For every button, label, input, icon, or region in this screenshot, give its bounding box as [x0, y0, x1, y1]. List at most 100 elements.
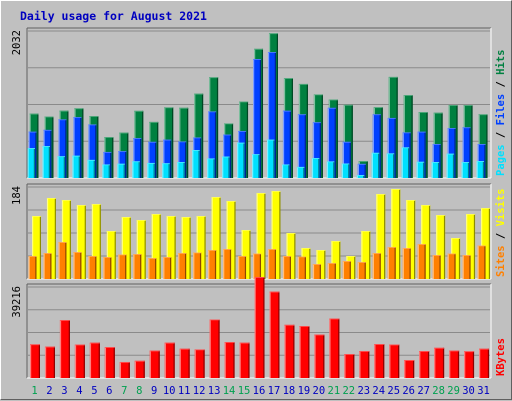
bar-visits-day-14-top-edge: [226, 201, 236, 202]
bar-sites-day-31-highlight: [477, 245, 479, 279]
bar-files-day-19: [297, 114, 306, 178]
bar-files-day-10-highlight: [163, 139, 165, 178]
bar-kbytes-day-10-top-edge: [164, 342, 175, 344]
bar-sites-day-30-body: [462, 255, 471, 279]
bar-files-day-10: [163, 139, 172, 178]
bar-sites-day-20: [312, 264, 321, 279]
bar-visits-day-9-body: [151, 214, 161, 279]
bar-kbytes-day-26-highlight: [404, 360, 406, 378]
bar-files-day-5-body: [88, 124, 97, 178]
bar-visits-day-21-top-edge: [331, 241, 341, 242]
bar-kbytes-day-8: [134, 360, 145, 378]
bar-visits-day-4-body: [76, 205, 86, 279]
bar-pages-day-17-highlight: [266, 139, 269, 178]
bar-pages-day-12: [192, 150, 200, 178]
bar-pages-day-1-shadow: [33, 148, 35, 178]
bar-pages-day-7-shadow: [123, 163, 125, 178]
bar-visits-day-2-shadow: [54, 198, 56, 279]
bar-kbytes-day-13-highlight: [209, 319, 211, 378]
bar-hits-day-20-top-edge: [313, 94, 323, 96]
bar-pages-day-4-body: [72, 155, 80, 178]
bar-hits-day-18-top-edge: [283, 78, 293, 79]
bar-visits-day-17-body: [271, 191, 281, 279]
bar-files-day-26-shadow: [409, 132, 411, 178]
bar-hits-day-28-shadow: [441, 112, 443, 178]
bar-kbytes-day-14: [224, 342, 235, 378]
bar-visits-day-3-highlight: [61, 200, 64, 279]
bar-visits-day-28: [436, 215, 446, 279]
bar-visits-day-20-top-edge: [316, 250, 326, 251]
bar-sites-day-12: [193, 252, 202, 279]
bar-visits-day-22-top-edge: [346, 256, 356, 257]
bar-pages-day-22-top-edge: [341, 163, 350, 165]
x-tick-label: 22: [342, 385, 355, 397]
bar-files-day-8: [133, 138, 142, 178]
bar-pages-day-2: [42, 146, 50, 178]
bar-kbytes-day-5-shadow: [98, 342, 100, 378]
bar-sites-day-15-body: [238, 256, 247, 279]
bar-pages-day-21-shadow: [333, 161, 335, 178]
panel-axis-label: Pages / Files / Hits: [495, 50, 507, 176]
bar-kbytes-day-18: [284, 324, 295, 378]
panel-max-label: 39216: [11, 286, 23, 318]
bar-files-day-3-top-edge: [58, 119, 67, 121]
bar-files-day-16-body: [253, 58, 262, 179]
bar-hits-day-30-top-edge: [463, 105, 473, 106]
bar-pages-day-28: [431, 162, 440, 178]
bar-visits-day-30-highlight: [466, 214, 468, 279]
bar-pages-day-13-top-edge: [207, 158, 215, 160]
bar-visits-day-23-top-edge: [361, 231, 371, 232]
bar-pages-day-10-highlight: [162, 163, 164, 178]
bar-hits-day-2-top-edge: [44, 116, 54, 118]
x-tick-label: 14: [223, 385, 236, 397]
bar-kbytes-day-28: [434, 347, 445, 378]
x-tick-label: 25: [387, 385, 400, 397]
bar-hits-day-20-shadow: [321, 94, 323, 178]
bar-sites-day-15-shadow: [244, 256, 247, 279]
bar-sites-day-9-body: [148, 258, 157, 279]
bar-visits-day-21-shadow: [339, 241, 341, 279]
bar-kbytes-day-16-shadow: [263, 277, 265, 378]
bar-kbytes-day-30: [464, 351, 475, 378]
bar-kbytes-day-12-shadow: [203, 349, 205, 378]
bar-sites-day-13-top-edge: [208, 250, 217, 251]
axis-label-separator: /: [495, 75, 507, 94]
bar-visits-day-14-highlight: [226, 201, 228, 279]
bar-hits-day-13-top-edge: [209, 77, 219, 79]
bar-files-day-28: [432, 143, 441, 178]
bar-files-day-18-highlight: [282, 110, 285, 178]
bar-visits-day-16-shadow: [264, 193, 266, 279]
bar-kbytes-day-22-body: [344, 354, 355, 378]
bar-visits-day-26: [406, 200, 416, 279]
bar-pages-day-21-highlight: [326, 161, 329, 178]
bar-visits-day-15: [241, 230, 251, 279]
bar-pages-day-11: [177, 162, 185, 178]
bar-pages-day-17: [266, 139, 275, 178]
bar-sites-day-31-top-edge: [477, 245, 486, 247]
bar-sites-day-21: [327, 263, 336, 279]
bar-visits-day-28-top-edge: [436, 215, 446, 216]
bar-hits-day-23-top-edge: [358, 160, 368, 162]
bar-sites-day-23: [357, 262, 366, 279]
bar-files-day-3-body: [58, 119, 67, 178]
bar-hits-day-6-top-edge: [104, 137, 114, 138]
bar-sites-day-18-shadow: [289, 256, 291, 279]
bar-pages-day-25-body: [386, 153, 395, 178]
bar-visits-day-19-shadow: [309, 248, 311, 279]
bar-files-day-20-body: [312, 122, 321, 178]
bar-sites-day-30-top-edge: [462, 255, 471, 256]
bar-kbytes-day-14-top-edge: [224, 342, 235, 343]
bar-pages-day-6-body: [102, 164, 110, 178]
bar-visits-day-17-shadow: [279, 191, 281, 279]
bar-kbytes-day-2-shadow: [53, 346, 55, 378]
bar-pages-day-3-body: [57, 156, 65, 178]
x-tick-label: 1: [31, 385, 37, 397]
bar-visits-day-11-highlight: [181, 217, 183, 279]
bar-sites-day-21-top-edge: [327, 263, 336, 264]
bar-kbytes-day-10: [164, 342, 175, 378]
bar-sites-day-17: [267, 249, 276, 279]
bar-pages-day-8-highlight: [132, 161, 134, 178]
bar-kbytes-day-31-top-edge: [479, 348, 490, 350]
bar-kbytes-day-26-shadow: [412, 360, 415, 378]
bar-kbytes-day-1-shadow: [38, 344, 40, 378]
